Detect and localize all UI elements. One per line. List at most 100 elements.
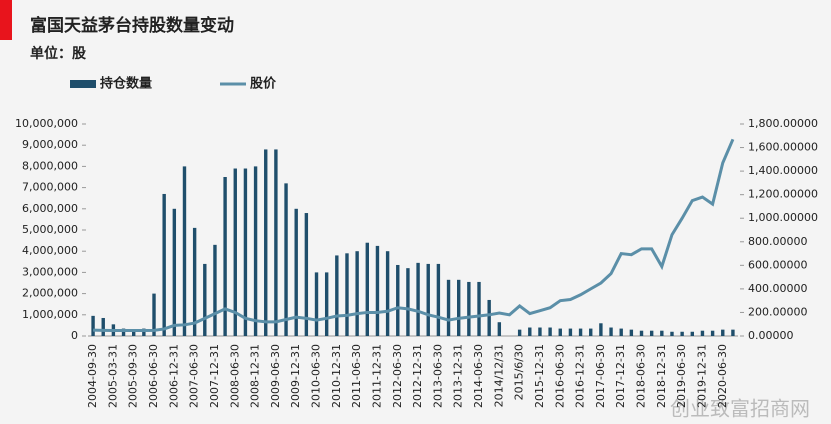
x-tick-label: 2018-06-30 bbox=[635, 344, 648, 408]
bar bbox=[192, 227, 197, 336]
y2-tick-label: 1,000.00000 bbox=[748, 211, 818, 224]
y-tick-label: 6,000,000 bbox=[22, 202, 78, 215]
y2-tick-label: 200.00000 bbox=[748, 305, 808, 318]
x-tick-label: 2011-12-31 bbox=[370, 344, 383, 408]
bar bbox=[396, 264, 400, 336]
x-tick-label: 2018-12-31 bbox=[655, 344, 668, 408]
x-tick-label: 2017-12-31 bbox=[614, 344, 627, 408]
bar bbox=[619, 328, 623, 336]
bar bbox=[649, 330, 654, 336]
x-tick-label: 2004-09-30 bbox=[86, 344, 99, 408]
bar bbox=[700, 330, 705, 336]
y-tick-label: 3,000,000 bbox=[22, 265, 78, 278]
y-tick-label: 8,000,000 bbox=[22, 159, 78, 172]
bar bbox=[497, 322, 502, 336]
bar bbox=[548, 327, 552, 336]
x-tick-label: 2017-06-30 bbox=[594, 344, 607, 408]
bar bbox=[233, 168, 237, 336]
accent-bar bbox=[0, 0, 12, 40]
bar bbox=[324, 272, 329, 336]
bar bbox=[639, 330, 644, 336]
bar bbox=[91, 315, 95, 336]
bar bbox=[132, 330, 136, 336]
x-tick-label: 2012-12-31 bbox=[411, 344, 424, 408]
bar bbox=[517, 329, 522, 336]
bar bbox=[660, 330, 664, 336]
bar bbox=[477, 281, 481, 336]
bar bbox=[721, 329, 725, 336]
bar bbox=[375, 245, 380, 336]
y2-tick-label: 1,800.00000 bbox=[748, 117, 818, 130]
x-tick-label: 2013-12-31 bbox=[452, 344, 465, 408]
bar bbox=[670, 331, 674, 336]
y2-tick-label: 800.00000 bbox=[748, 235, 808, 248]
y2-tick-label: 1,200.00000 bbox=[748, 188, 818, 201]
bar bbox=[253, 166, 258, 336]
bar bbox=[314, 272, 319, 336]
bar bbox=[264, 149, 268, 336]
y-tick-label: 1,000,000 bbox=[22, 308, 78, 321]
bar bbox=[385, 251, 390, 336]
x-tick-label: 2007-12-31 bbox=[208, 344, 221, 408]
bar bbox=[446, 279, 451, 336]
bar bbox=[213, 244, 217, 336]
y-tick-label: 4,000,000 bbox=[22, 244, 78, 257]
bar bbox=[416, 262, 420, 336]
legend-swatch bbox=[70, 80, 96, 88]
bar bbox=[162, 193, 166, 336]
bar bbox=[294, 208, 298, 336]
bar bbox=[142, 328, 146, 336]
x-tick-label: 2014-06-30 bbox=[472, 344, 485, 408]
bar bbox=[365, 242, 369, 336]
legend-label: 股价 bbox=[250, 77, 277, 92]
y-tick-label: 9,000,000 bbox=[22, 138, 78, 151]
bar bbox=[182, 166, 187, 336]
bar bbox=[101, 317, 105, 336]
x-tick-label: 2015-12-31 bbox=[533, 344, 546, 408]
bar bbox=[578, 328, 583, 336]
x-tick-label: 2009-12-31 bbox=[289, 344, 302, 408]
bar bbox=[223, 177, 227, 336]
x-tick-label: 2013-06-30 bbox=[431, 344, 444, 408]
y2-tick-label: 600.00000 bbox=[748, 258, 808, 271]
bar bbox=[284, 183, 288, 336]
bar bbox=[172, 208, 177, 336]
bar bbox=[467, 281, 471, 336]
x-tick-label: 2006-06-30 bbox=[147, 344, 160, 408]
watermark: 创业致富招商网 bbox=[670, 397, 810, 421]
bar bbox=[203, 263, 207, 336]
x-tick-label: 2007-06-30 bbox=[188, 344, 201, 408]
legend-label: 持仓数量 bbox=[100, 76, 152, 92]
bar bbox=[710, 330, 715, 336]
bar bbox=[426, 263, 430, 336]
x-tick-label: 2005-03-31 bbox=[106, 344, 119, 408]
y-tick-label: 5,000,000 bbox=[22, 223, 78, 236]
x-tick-label: 2010-06-30 bbox=[310, 344, 323, 408]
bar bbox=[345, 253, 349, 336]
x-tick-label: 2015/6/30 bbox=[513, 344, 526, 400]
bar bbox=[406, 268, 410, 336]
x-tick-label: 2019-12-31 bbox=[695, 344, 708, 408]
x-tick-label: 2006-12-31 bbox=[167, 344, 180, 408]
bar bbox=[690, 331, 694, 336]
x-tick-label: 2014/12/31 bbox=[492, 344, 505, 407]
bar bbox=[568, 328, 573, 336]
bar bbox=[121, 328, 126, 336]
bar bbox=[436, 263, 441, 336]
bar bbox=[487, 299, 491, 336]
y2-tick-label: 1,400.00000 bbox=[748, 164, 818, 177]
y-tick-label: 0 bbox=[71, 329, 78, 342]
x-tick-label: 2016-12-31 bbox=[574, 344, 587, 408]
bar bbox=[599, 323, 603, 336]
bar bbox=[304, 213, 309, 336]
x-tick-label: 2005-09-30 bbox=[127, 344, 140, 408]
x-tick-label: 2010-12-31 bbox=[330, 344, 343, 408]
bar bbox=[528, 327, 532, 336]
bar bbox=[731, 329, 735, 336]
bar bbox=[558, 328, 562, 336]
x-tick-label: 2008-06-30 bbox=[228, 344, 241, 408]
x-tick-label: 2008-12-31 bbox=[249, 344, 262, 408]
x-tick-label: 2016-06-30 bbox=[553, 344, 566, 408]
bar bbox=[538, 327, 542, 336]
